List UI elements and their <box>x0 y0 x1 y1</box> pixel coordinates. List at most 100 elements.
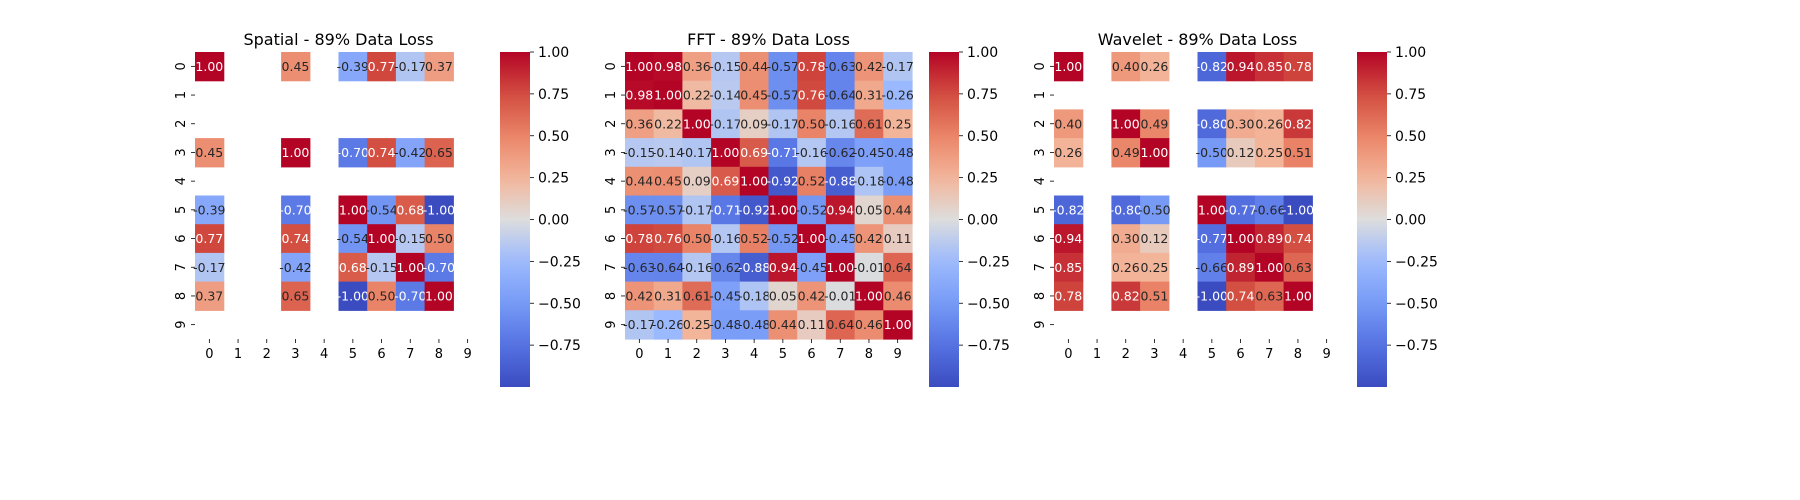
heatmap-cell <box>682 224 712 254</box>
heatmap-cell <box>1254 138 1285 168</box>
heatmap-cell <box>825 252 856 283</box>
cell-value-label: 0.49 <box>1112 145 1140 160</box>
cell-value-label: -0.82 <box>1196 59 1228 74</box>
heatmap-cell <box>1054 281 1084 311</box>
y-tick-label: 3 <box>1033 148 1048 156</box>
heatmap-cell <box>338 195 368 225</box>
heatmap-cell <box>1111 109 1141 139</box>
heatmap-cell <box>195 195 225 225</box>
heatmap-cell <box>711 252 741 283</box>
cell-value-label: 0.77 <box>195 231 223 246</box>
cell-value-label: -0.77 <box>1196 231 1228 246</box>
cell-value-label: 0.61 <box>683 288 711 303</box>
cell-value-label: -0.45 <box>709 288 741 303</box>
cell-value-label: 0.49 <box>1141 116 1169 131</box>
heatmap-cell <box>682 281 712 311</box>
cell-value-label: 1.00 <box>855 288 883 303</box>
heatmap-cell <box>1226 138 1256 168</box>
heatmap-cell <box>825 52 856 82</box>
cell-value-label: -0.48 <box>709 317 741 332</box>
cell-value-label: -0.64 <box>652 260 684 275</box>
cell-value-label: -0.48 <box>738 317 770 332</box>
cell-value-label: 0.76 <box>798 88 826 103</box>
cell-value-label: 0.25 <box>683 317 711 332</box>
y-tick-label: 0 <box>1033 62 1048 70</box>
cell-value-label: -0.17 <box>881 59 913 74</box>
cell-value-label: 0.64 <box>826 317 854 332</box>
heatmap-cell <box>1254 109 1285 139</box>
heatmap-cell <box>338 138 368 168</box>
heatmap-cell <box>424 138 454 168</box>
x-tick-label: 7 <box>1265 347 1273 362</box>
chart-title: Wavelet - 89% Data Loss <box>1098 30 1297 49</box>
heatmap-cell <box>797 52 827 82</box>
cell-value-label: 0.94 <box>1227 59 1255 74</box>
cell-value-label: 0.45 <box>282 59 310 74</box>
cell-value-label: -0.48 <box>881 174 913 189</box>
heatmap-cell <box>195 281 225 311</box>
heatmap-cell <box>739 80 770 110</box>
colorbar-tick-label: −0.75 <box>538 338 581 354</box>
heatmap-cell <box>1140 138 1170 168</box>
heatmap-cell <box>739 224 770 254</box>
cell-value-label: -0.66 <box>1196 260 1228 275</box>
heatmap-cell <box>797 109 827 139</box>
x-tick-label: 6 <box>807 347 815 362</box>
y-tick-label: 1 <box>1033 91 1048 99</box>
heatmap-cell <box>1111 52 1141 82</box>
heatmap-cell <box>854 138 884 168</box>
heatmap-cell <box>338 52 368 82</box>
heatmap-cell <box>625 310 655 340</box>
heatmap-cell <box>854 195 884 225</box>
cell-value-label: 0.26 <box>1112 260 1140 275</box>
heatmap-cell <box>1197 109 1227 139</box>
cell-value-label: 0.98 <box>654 59 682 74</box>
cell-value-label: 1.00 <box>1112 116 1140 131</box>
cell-value-label: -0.17 <box>709 116 741 131</box>
x-tick-label: 5 <box>1208 347 1216 362</box>
colorbar-tick-label: −0.50 <box>1395 296 1438 312</box>
cell-value-label: 0.94 <box>1054 231 1082 246</box>
cell-value-label: 0.45 <box>654 174 682 189</box>
cell-value-label: -0.64 <box>824 88 856 103</box>
cell-value-label: 0.36 <box>683 59 711 74</box>
heatmap-cell <box>854 224 884 254</box>
y-tick-label: 6 <box>1033 234 1048 242</box>
cell-value-label: -0.50 <box>1138 202 1170 217</box>
heatmap-cell <box>195 252 225 283</box>
cell-value-label: 0.40 <box>1054 116 1082 131</box>
heatmap-cell <box>883 80 913 110</box>
heatmap-cell <box>854 166 884 197</box>
heatmap-cell <box>797 252 827 283</box>
cell-value-label: -1.00 <box>337 288 369 303</box>
cell-value-label: 1.00 <box>625 59 653 74</box>
heatmap-cell <box>883 224 913 254</box>
cell-value-label: 0.05 <box>855 202 883 217</box>
cell-value-label: 0.31 <box>855 88 883 103</box>
x-tick-label: 5 <box>779 347 787 362</box>
cell-value-label: -0.15 <box>394 231 426 246</box>
cell-value-label: -0.18 <box>853 174 885 189</box>
cell-value-label: 0.22 <box>683 88 711 103</box>
x-tick-label: 1 <box>664 347 672 362</box>
heatmap-cell <box>711 109 741 139</box>
y-tick-label: 4 <box>1033 177 1048 185</box>
cell-value-label: 0.09 <box>683 174 711 189</box>
cell-value-label: 0.78 <box>1054 288 1082 303</box>
cell-value-label: -0.16 <box>824 116 856 131</box>
heatmap-cell <box>1283 252 1313 283</box>
heatmap-cell <box>711 80 741 110</box>
cell-value-label: 1.00 <box>425 288 453 303</box>
x-tick-label: 0 <box>635 347 643 362</box>
x-tick-label: 5 <box>349 347 357 362</box>
heatmap-cell <box>825 166 856 197</box>
y-tick-label: 5 <box>1033 206 1048 214</box>
colorbar-tick-label: 0.50 <box>538 129 569 145</box>
colorbar-tick-label: −0.50 <box>967 296 1010 312</box>
cell-value-label: -0.48 <box>881 145 913 160</box>
cell-value-label: 1.00 <box>195 59 223 74</box>
heatmap-cell <box>625 252 655 283</box>
cell-value-label: -0.88 <box>738 260 770 275</box>
cell-value-label: 1.00 <box>282 145 310 160</box>
